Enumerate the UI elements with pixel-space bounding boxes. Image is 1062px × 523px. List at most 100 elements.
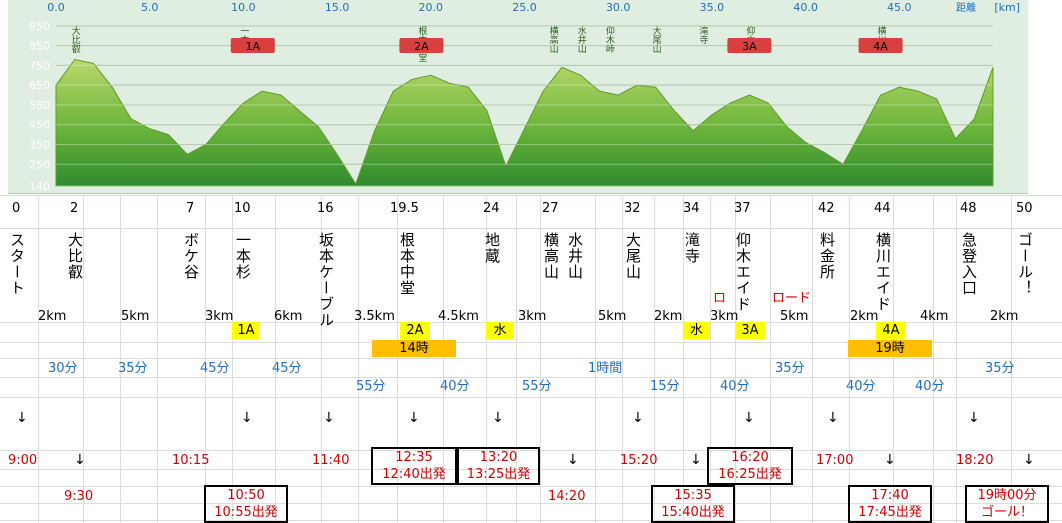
station-km: 24	[483, 201, 500, 216]
aid-mark: 3A	[735, 322, 765, 339]
station-km: 42	[818, 201, 835, 216]
station-km: 34	[683, 201, 700, 216]
segment-distance: 5km	[780, 309, 809, 324]
y-tick-label: 350	[29, 138, 50, 151]
grid-col-line	[893, 195, 894, 523]
pass-time: 9:00	[8, 453, 38, 468]
station-name: 料金所	[818, 232, 836, 280]
arrival-time: 15:35	[674, 488, 712, 503]
station-km: 50	[1016, 201, 1033, 216]
aid-badge-label: 4A	[873, 40, 888, 53]
grid-col-line	[157, 195, 158, 523]
y-tick-label: 450	[29, 119, 50, 132]
peak-label: 仰木峠	[604, 25, 615, 54]
grid-col-line	[38, 195, 39, 523]
segment-distance: 4km	[920, 309, 949, 324]
down-arrow: ↓	[241, 410, 253, 426]
down-arrow: ↓	[1023, 452, 1035, 468]
segment-distance: 2km	[654, 309, 683, 324]
station-name: 坂本ケーブル	[317, 232, 335, 328]
segment-duration: 55分	[356, 379, 386, 394]
x-tick-label: 40.0	[793, 1, 818, 14]
departure-time: 12:40出発	[382, 467, 446, 482]
down-arrow: ↓	[16, 410, 28, 426]
x-axis-unit: [km]	[994, 1, 1020, 14]
arrival-time: 16:20	[731, 450, 769, 465]
segment-duration: 35分	[775, 361, 805, 376]
y-tick-label: 140	[29, 180, 50, 193]
grid-col-line	[1011, 195, 1012, 523]
checkpoint-time-box: 13:20 13:25出発	[457, 447, 540, 485]
grid-col-line	[654, 195, 655, 523]
station-name: 大尾山	[624, 232, 642, 280]
departure-time: ゴール！	[980, 505, 1033, 520]
segment-duration: 35分	[985, 361, 1015, 376]
station-km: 27	[542, 201, 559, 216]
elevation-area	[55, 58, 994, 187]
segment-distance: 5km	[121, 309, 150, 324]
station-km: 19.5	[390, 201, 419, 216]
grid-col-line	[275, 195, 276, 523]
station-km: 2	[70, 201, 79, 216]
segment-duration: 30分	[48, 361, 78, 376]
aid-badge	[727, 38, 772, 53]
pass-time: 14:20	[548, 489, 586, 504]
aid-mark: 1A	[232, 322, 260, 339]
segment-duration: 40分	[915, 379, 945, 394]
x-tick-label: 35.0	[700, 1, 725, 14]
arrival-time: 10:50	[227, 488, 265, 503]
arrival-time: 17:40	[871, 488, 909, 503]
down-arrow: ↓	[884, 452, 896, 468]
x-tick-label: 45.0	[887, 1, 912, 14]
water-mark: 水	[486, 322, 514, 339]
departure-time: 16:25出発	[718, 467, 782, 482]
station-name: 横川エイド	[874, 232, 892, 312]
y-tick-label: 250	[29, 158, 50, 171]
segment-duration: 45分	[272, 361, 302, 376]
segment-distance: 3km	[710, 309, 739, 324]
departure-time: 15:40出発	[661, 505, 725, 520]
station-km: 10	[234, 201, 251, 216]
segment-distance: 2km	[990, 309, 1019, 324]
down-arrow: ↓	[632, 410, 644, 426]
x-axis-label: 距離	[956, 1, 976, 14]
elevation-profile-chart: 950 850 750 650 550 450 350 250 140 0.0 5.0 10.0 15.…	[8, 0, 1028, 194]
y-tick-label: 650	[29, 79, 50, 92]
station-km: 7	[186, 201, 195, 216]
red-label: ロード	[772, 291, 812, 306]
y-tick-label: 550	[29, 99, 50, 112]
aid-mark: 2A	[400, 322, 430, 339]
station-name: 滝寺	[683, 232, 701, 264]
departure-time: 17:45出発	[858, 505, 922, 520]
down-arrow: ↓	[492, 410, 504, 426]
aid-badge-label: 3A	[742, 40, 757, 53]
x-tick-label: 0.0	[47, 1, 65, 14]
grid-row-line	[0, 228, 1062, 229]
down-arrow: ↓	[323, 410, 335, 426]
grid-col-line	[120, 195, 121, 523]
grid-col-line	[812, 195, 813, 523]
x-tick-label: 15.0	[325, 1, 350, 14]
station-name: 急登入口	[960, 232, 978, 296]
departure-time: 10:55出発	[214, 505, 278, 520]
arrival-time: 12:35	[395, 450, 433, 465]
segment-duration: 40分	[846, 379, 876, 394]
down-arrow: ↓	[827, 410, 839, 426]
elevation-profile-svg: 950 850 750 650 550 450 350 250 140 0.0 5.0 10.0 15.…	[29, 1, 1020, 193]
grid-row-line	[0, 195, 1062, 196]
segment-distance: 2km	[850, 309, 879, 324]
pass-time: 11:40	[312, 453, 350, 468]
station-km: 48	[960, 201, 977, 216]
grid-col-line	[540, 195, 541, 523]
peak-label: 大比叡	[70, 25, 81, 54]
checkpoint-time-box: 19時00分 ゴール！	[965, 485, 1049, 523]
segment-duration: 35分	[118, 361, 148, 376]
station-km: 44	[874, 201, 891, 216]
grid-row-line	[0, 397, 1062, 398]
checkpoint-time-box: 16:20 16:25出発	[707, 447, 793, 485]
segment-duration: 40分	[720, 379, 750, 394]
aid-badge	[230, 38, 275, 53]
grid-col-line	[232, 195, 233, 523]
grid-col-line	[595, 195, 596, 523]
checkpoint-time-box: 12:35 12:40出発	[371, 447, 457, 485]
